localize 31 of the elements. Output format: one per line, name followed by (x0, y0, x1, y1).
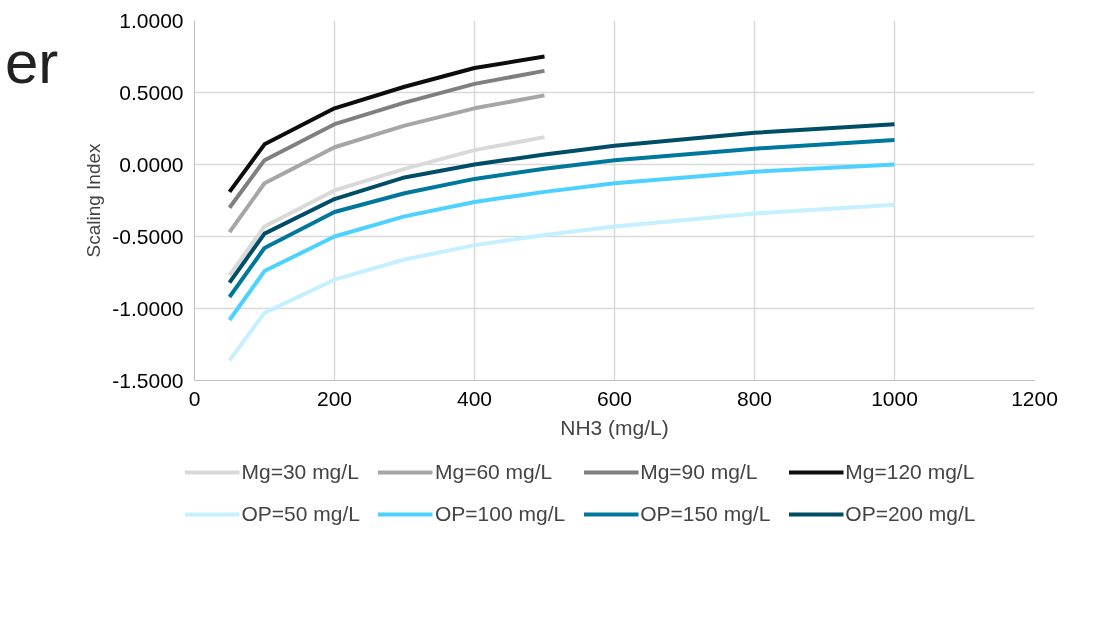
legend-label: OP=200 mg/L (845, 502, 976, 526)
legend-label: Mg=30 mg/L (241, 460, 359, 484)
x-tick-label: 1000 (871, 386, 918, 410)
legend-label: Mg=90 mg/L (640, 460, 758, 484)
x-tick-label: 800 (736, 386, 773, 410)
line-series (227, 138, 897, 299)
line-series (227, 202, 897, 363)
y-axis-title: Scaling Index (83, 142, 105, 258)
text: er (5, 28, 59, 98)
y-tick-label: 1.0000 (119, 8, 184, 32)
y-tick-label: 0.5000 (119, 80, 184, 104)
legend-label: OP=150 mg/L (640, 502, 771, 526)
line-series (227, 162, 897, 323)
legend-label: Mg=120 mg/L (845, 460, 975, 484)
legend-label: OP=50 mg/L (241, 502, 360, 526)
y-tick-label: -1.0000 (112, 296, 184, 320)
x-axis-title: NH3 (mg/L) (560, 415, 669, 439)
line-series (227, 122, 897, 285)
x-tick-label: 0 (188, 386, 201, 410)
y-tick-label: -0.5000 (112, 224, 184, 248)
legend-label: Mg=60 mg/L (434, 460, 553, 484)
y-tick-label: 0.0000 (119, 152, 184, 176)
x-tick-label: 200 (316, 386, 353, 410)
y-tick-label: -1.5000 (112, 368, 184, 392)
line-series (227, 54, 547, 194)
legend-label: OP=100 mg/L (434, 502, 566, 526)
x-tick-label: 1200 (1011, 386, 1058, 410)
x-tick-label: 600 (596, 386, 633, 410)
line-series (227, 68, 547, 210)
x-tick-label: 400 (456, 386, 493, 410)
line-series (227, 93, 547, 235)
